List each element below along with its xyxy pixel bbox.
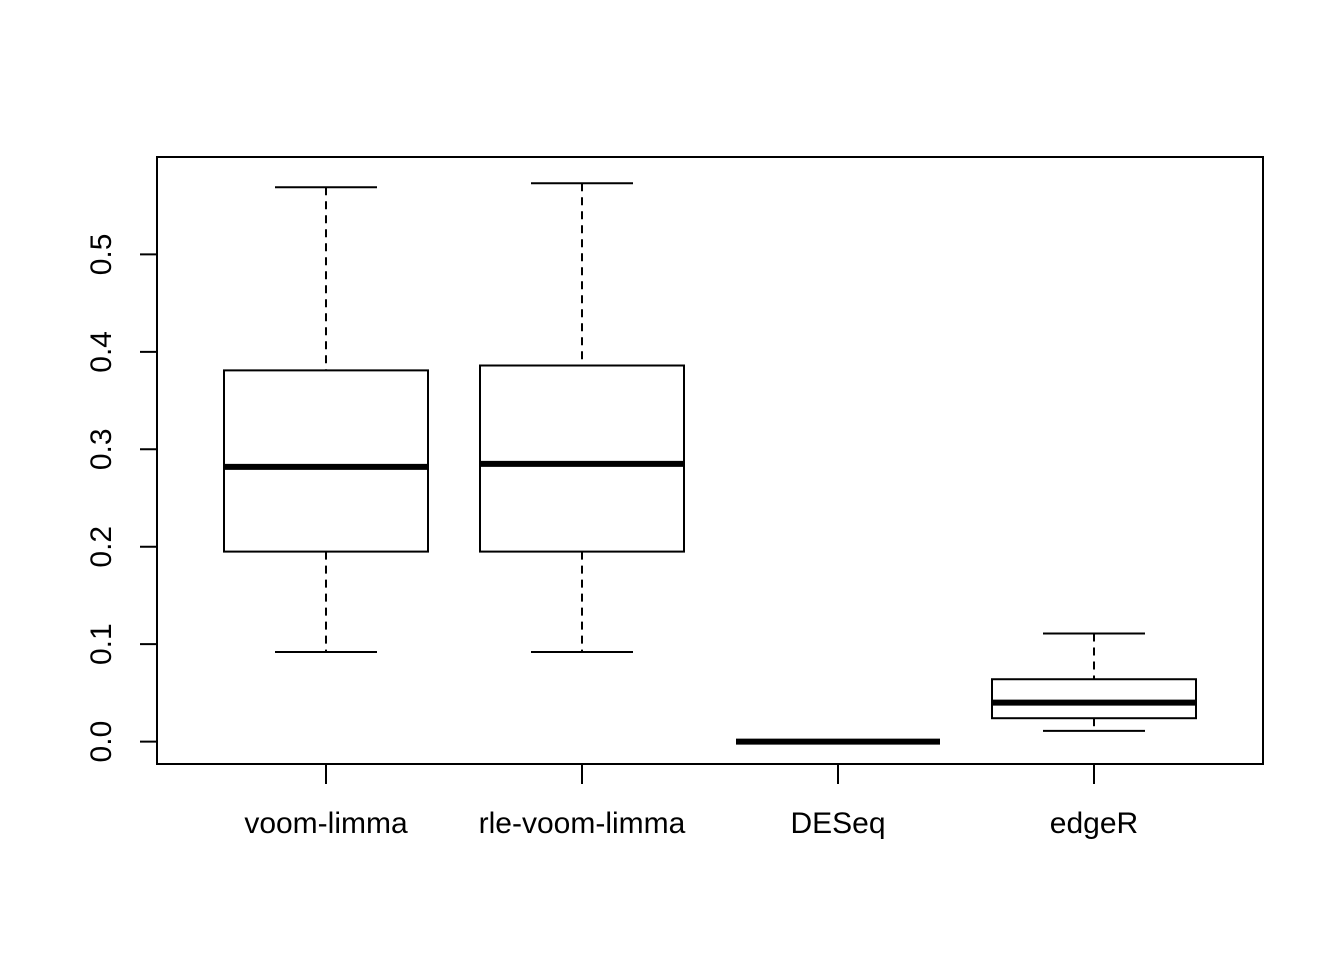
- y-tick-label: 0.1: [85, 623, 118, 665]
- y-axis: 0.0 0.1 0.2 0.3 0.4 0.5: [85, 234, 158, 763]
- y-tick-label: 0.3: [85, 428, 118, 470]
- box-edgeR: [991, 632, 1197, 732]
- y-tick-label: 0.0: [85, 721, 118, 763]
- iqr-box: [991, 678, 1197, 720]
- iqr-box: [223, 369, 429, 553]
- y-tick-label: 0.4: [85, 331, 118, 373]
- box-rle-voom-limma: [479, 182, 685, 653]
- x-category-label: voom-limma: [244, 807, 408, 840]
- y-tick-label: 0.5: [85, 234, 118, 276]
- iqr-box: [479, 364, 685, 553]
- y-tick-label: 0.2: [85, 526, 118, 568]
- boxes-group: [223, 182, 1197, 745]
- box-voom-limma: [223, 186, 429, 653]
- x-axis: voom-limma rle-voom-limma DESeq edgeR: [244, 764, 1138, 840]
- x-category-label: rle-voom-limma: [479, 807, 686, 840]
- x-category-label: edgeR: [1050, 807, 1138, 840]
- x-category-label: DESeq: [790, 807, 885, 840]
